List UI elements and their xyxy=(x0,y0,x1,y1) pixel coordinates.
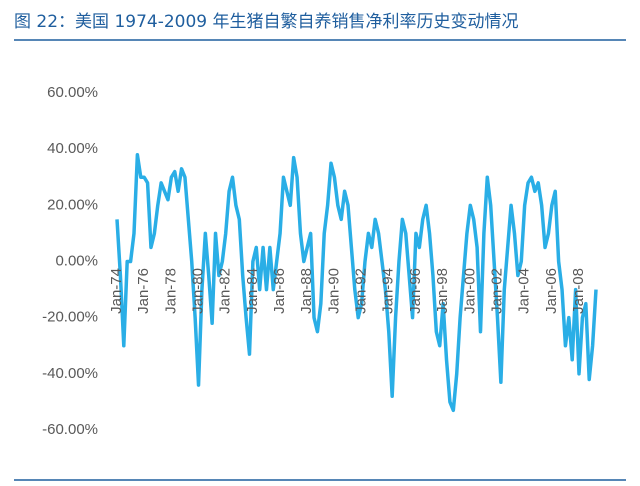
y-tick-label: 20.00% xyxy=(47,196,98,213)
x-tick-label: Jan-76 xyxy=(135,268,152,314)
x-tick-label: Jan-94 xyxy=(380,268,397,314)
x-tick-label: Jan-82 xyxy=(217,268,234,314)
data-line xyxy=(115,153,598,413)
x-tick-label: Jan-84 xyxy=(244,268,261,314)
x-tick-label: Jan-04 xyxy=(516,268,533,314)
y-tick-label: -60.00% xyxy=(42,421,98,438)
x-tick-label: Jan-00 xyxy=(461,268,478,314)
chart-title: 图 22：美国 1974-2009 年生猪自繁自养销售净利率历史变动情况 xyxy=(14,12,519,32)
y-tick-label: 60.00% xyxy=(47,84,98,101)
x-tick-label: Jan-80 xyxy=(190,268,207,314)
x-tick-label: Jan-88 xyxy=(298,268,315,314)
x-tick-label: Jan-92 xyxy=(353,268,370,314)
y-tick-label: -20.00% xyxy=(42,309,98,326)
x-tick-label: Jan-86 xyxy=(271,268,288,314)
x-tick-label: Jan-06 xyxy=(543,268,560,314)
y-tick-label: 0.00% xyxy=(55,252,98,269)
x-tick-label: Jan-74 xyxy=(108,268,125,314)
y-tick-label: 40.00% xyxy=(47,140,98,157)
x-tick-label: Jan-90 xyxy=(325,268,342,314)
x-tick-label: Jan-08 xyxy=(570,268,587,314)
x-tick-label: Jan-02 xyxy=(488,268,505,314)
x-tick-label: Jan-98 xyxy=(434,268,451,314)
y-tick-label: -40.00% xyxy=(42,365,98,382)
x-tick-label: Jan-78 xyxy=(162,268,179,314)
x-tick-label: Jan-96 xyxy=(407,268,424,314)
